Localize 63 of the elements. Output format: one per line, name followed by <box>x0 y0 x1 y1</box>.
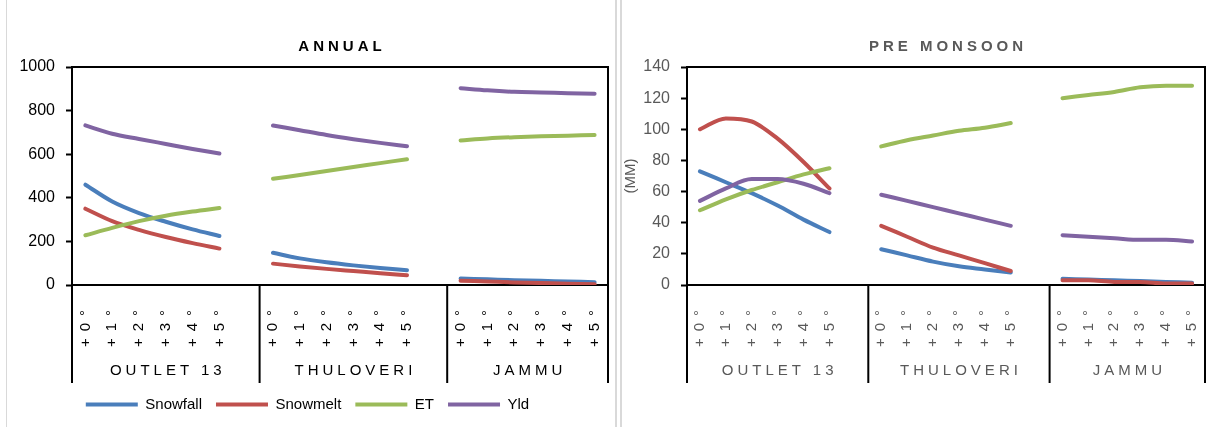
x-tick-label: +0° <box>871 302 889 347</box>
x-tick-label: +2° <box>923 302 941 347</box>
text: THULOVERI <box>294 361 417 379</box>
y-tick-label: 20 <box>652 244 671 262</box>
text: THULOVERI <box>900 361 1022 379</box>
legend-label: Snowfall <box>145 394 202 412</box>
x-tick-label: +3° <box>949 302 967 347</box>
x-tick-label: +3° <box>1130 302 1148 347</box>
x-tick-label: +2° <box>316 302 334 347</box>
y-tick-label: 120 <box>643 88 671 106</box>
x-tick-label: +2° <box>741 302 759 347</box>
x-tick-label: +2° <box>1104 302 1122 347</box>
y-tick-label: 80 <box>652 150 671 168</box>
x-tick-label: +5° <box>1000 302 1018 347</box>
x-tick-label: +3° <box>155 302 173 347</box>
x-tick-label: +4° <box>1156 302 1174 347</box>
text: JAMMU <box>492 361 567 379</box>
x-tick-label: +0° <box>263 302 281 347</box>
x-tick-label: +5° <box>819 302 837 347</box>
x-tick-label: +2° <box>504 302 522 347</box>
legend-label: Yld <box>507 394 530 412</box>
y-tick-label: 800 <box>28 101 56 119</box>
y-tick-label: 0 <box>661 275 671 293</box>
text: OUTLET 13 <box>721 361 838 379</box>
x-tick-label: +3° <box>531 302 549 347</box>
x-tick-label: +1° <box>477 302 495 347</box>
x-tick-label: +5° <box>397 302 415 347</box>
y-tick-label: 400 <box>28 188 56 206</box>
x-tick-label: +4° <box>974 302 992 347</box>
x-tick-label: +1° <box>102 302 120 347</box>
x-tick-label: +0° <box>1052 302 1070 347</box>
y-tick-label: 100 <box>643 119 671 137</box>
text: JAMMU <box>1092 361 1166 379</box>
x-tick-label: +4° <box>793 302 811 347</box>
x-tick-label: +2° <box>129 302 147 347</box>
legend-label: Snowmelt <box>275 394 343 412</box>
text: OUTLET 13 <box>109 361 226 379</box>
y-axis-title: (MM) <box>621 158 639 194</box>
x-tick-label: +0° <box>690 302 708 347</box>
y-tick-label: 200 <box>28 231 56 249</box>
y-tick-label: 140 <box>643 57 671 75</box>
x-tick-label: +1° <box>1078 302 1096 347</box>
y-tick-label: 1000 <box>19 57 56 75</box>
x-tick-label: +3° <box>343 302 361 347</box>
x-tick-label: +0° <box>450 302 468 347</box>
y-tick-label: 60 <box>652 181 671 199</box>
chart-title: PRE MONSOON <box>868 37 1028 55</box>
x-tick-label: +5° <box>1182 302 1200 347</box>
x-tick-label: +3° <box>767 302 785 347</box>
y-tick-label: 600 <box>28 144 56 162</box>
x-tick-label: +5° <box>584 302 602 347</box>
x-tick-label: +1° <box>897 302 915 347</box>
y-tick-label: 40 <box>652 213 671 231</box>
x-tick-label: +4° <box>370 302 388 347</box>
y-tick-label: 0 <box>46 275 56 293</box>
x-tick-label: +1° <box>289 302 307 347</box>
legend-label: ET <box>414 394 435 412</box>
x-tick-label: +4° <box>557 302 575 347</box>
x-tick-label: +0° <box>75 302 93 347</box>
chart-title: ANNUAL <box>298 37 386 55</box>
x-tick-label: +1° <box>715 302 733 347</box>
x-tick-label: +4° <box>182 302 200 347</box>
x-tick-label: +5° <box>209 302 227 347</box>
